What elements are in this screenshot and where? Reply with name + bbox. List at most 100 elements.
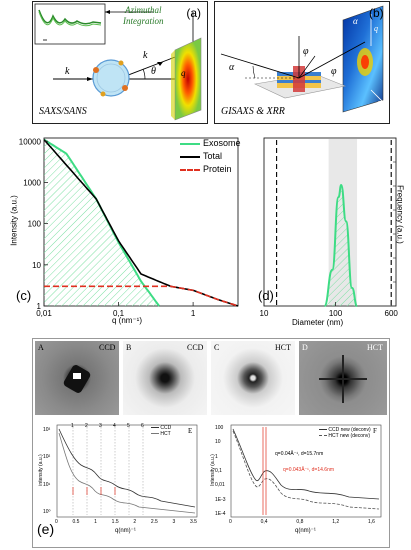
plot-e-mark-5: 5 (127, 423, 130, 429)
chart-c-ytick-label: 1000 (23, 178, 41, 187)
plot-f-xtick: 1,2 (332, 519, 340, 525)
image-d (299, 341, 387, 415)
panel-e: A CCD B CCD C HCT D HCT 1 2 3 4 5 6 E CC… (32, 338, 390, 548)
plot-e-xtick: 3 (172, 519, 176, 525)
total-curve (43, 139, 239, 307)
k-i-label: k (65, 66, 70, 77)
plot-e-legend: CCD HCT (151, 425, 171, 437)
panel-b-label: (b) (369, 6, 384, 20)
panel-b-caption: GISAXS & XRR (221, 106, 285, 117)
plot-e-xtick: 1 (94, 519, 97, 525)
plot-e-mark-6: 6 (141, 423, 144, 429)
chart-c-ytick-label: 1 (37, 302, 42, 311)
phi-f-label: φ (331, 66, 337, 77)
plot-e-ytick: 10¹ (43, 481, 51, 488)
plot-e-xtick: 0.5 (72, 519, 80, 525)
qz-label: q (374, 24, 378, 33)
plot-e-hct-curve (58, 432, 196, 514)
plot-e-xtick: 1.5 (111, 519, 119, 525)
phi-s-label: φ (303, 46, 309, 57)
plot-e-xtick: 2.5 (150, 519, 158, 525)
chart-c-xtick-label: 1 (191, 309, 196, 318)
plot-e-legend-ccd: CCD (160, 425, 172, 431)
plot-f-ytick: 1E-4 (215, 510, 226, 517)
plot-f-xtick: 0,8 (296, 519, 304, 525)
plot-f-ylabel: Intensity (a.u.) (210, 454, 216, 486)
plot-f-xtick: 0,4 (260, 519, 268, 525)
legend-total: Total (203, 151, 223, 161)
plot-e-letter: E (188, 427, 193, 435)
plot-f-annot-2: q=0.043Å⁻¹, d=14.6nm (283, 467, 335, 473)
chart-c-xtick-label: 0,1 (113, 309, 125, 318)
plot-e-ytick: 10² (43, 454, 51, 461)
vesicle-icon (92, 59, 130, 97)
plot-f-xtick: 1,6 (368, 519, 375, 525)
protein-curve (44, 285, 239, 307)
image-a-tag: CCD (99, 343, 116, 352)
image-d-letter: D (302, 343, 308, 352)
panel-a: (a) Azimuthal Integration k k θ q SAXS/S… (32, 1, 208, 124)
plot-f-ytick: 1 (215, 453, 218, 460)
plot-e-ylabel: intensity (a.u.) (38, 454, 44, 486)
plot-f-ytick: 100 (215, 425, 224, 431)
qy-label: q (377, 98, 381, 107)
image-c-letter: C (214, 343, 220, 352)
panel-c-label: (c) (16, 288, 32, 303)
panel-d-xlabel: Diameter (nm) (292, 318, 344, 327)
chart-d-xtick-label: 600 (385, 309, 399, 318)
plot-e-ytick: 10⁰ (43, 508, 51, 515)
plot-f-hct-curve (232, 430, 380, 510)
theta-label: θ (151, 66, 156, 77)
alpha-i-label: α (229, 62, 235, 73)
k-s-label: k (143, 50, 148, 61)
image-b (123, 341, 207, 415)
image-a (35, 341, 119, 415)
panel-a-caption: SAXS/SANS (39, 106, 87, 117)
plot-f-yticks: 100 10 1 0,1 0,01 1E-3 1E-4 (215, 425, 226, 517)
plot-e-mark-2: 2 (85, 423, 88, 429)
plot-f-ytick: 1E-3 (215, 496, 226, 503)
panel-e-label: (e) (37, 521, 55, 537)
chart-c-ytick-label: 100 (28, 220, 42, 229)
panel-d-label: (d) (258, 288, 274, 303)
plot-f-ytick: 10 (215, 439, 221, 446)
chart-d-xtick-label: 100 (329, 309, 343, 318)
integration-label-2: Integration (123, 16, 164, 26)
image-c (211, 341, 295, 415)
plot-e-mark-1: 1 (71, 423, 74, 429)
panel-d-ylabel: Frequency (a.u.) (395, 185, 405, 244)
image-b-letter: B (126, 343, 132, 352)
chart-d: 10 100 600 (260, 137, 399, 318)
plot-e-ytick: 10³ (43, 427, 51, 433)
plot-e-yticks: 10⁰ 10¹ 10² 10³ (43, 427, 51, 515)
chart-d-xtick-label: 10 (260, 309, 269, 318)
plot-e-mark-4: 4 (113, 423, 116, 429)
plot-e-xtick: 3.5 (190, 519, 197, 525)
panel-c: 10000 1000 100 10 1 0,01 0,1 1 Intensity (a.u.)… (0, 134, 245, 330)
legend-exosome: Exosome (203, 138, 241, 148)
plot-e-xtick: 0 (55, 519, 58, 525)
panel-b: (b) α α φ φ q q GISAXS & XRR (214, 1, 390, 124)
plot-f-xticks: 0 0,4 0,8 1,2 1,6 (229, 519, 375, 525)
panel-a-illustration (34, 3, 202, 121)
alpha-f-label: α (353, 16, 358, 26)
plot-f-xlabel: q(nm)⁻¹ (295, 528, 316, 534)
chart-c-ytick-label: 10000 (19, 137, 42, 146)
plot-f-annot-1: q=0.04Å⁻¹, d=15.7nm (275, 451, 324, 457)
plot-e-xtick: 2 (133, 519, 137, 525)
panel-c-legend: Exosome Total Protein (180, 138, 241, 177)
plot-f-xtick: 0 (229, 519, 232, 525)
distribution-curve (323, 183, 359, 307)
plot-f-ytick: 0,01 (215, 482, 225, 489)
panel-b-illustration (220, 5, 384, 113)
plot-e-mark-3: 3 (99, 423, 102, 429)
plot-f-legend-ccd: CCD new (deconv) (328, 427, 371, 433)
image-b-tag: CCD (187, 343, 204, 352)
legend-protein: Protein (203, 164, 232, 174)
plot-e-xlabel: q(nm)⁻¹ (115, 528, 136, 534)
image-d-tag: HCT (367, 343, 383, 352)
panel-a-label: (a) (186, 6, 201, 20)
plot-f (230, 424, 382, 518)
chart-c-xtick-label: 0,01 (36, 309, 52, 318)
